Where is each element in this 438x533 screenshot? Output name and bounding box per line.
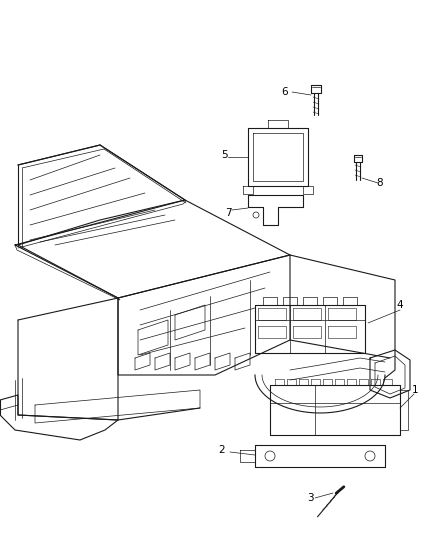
Text: 5: 5 [222,150,228,160]
Text: 7: 7 [225,208,231,218]
Text: 6: 6 [282,87,288,97]
Text: 3: 3 [307,493,313,503]
Text: 1: 1 [412,385,418,395]
Text: 4: 4 [397,300,403,310]
Text: 2: 2 [219,445,225,455]
Text: 8: 8 [377,178,383,188]
